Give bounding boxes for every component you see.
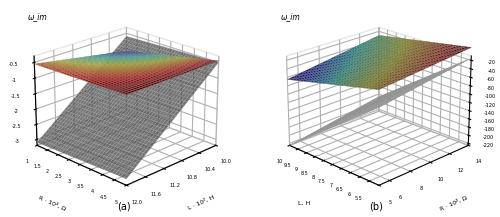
Y-axis label: R · 10², Ω: R · 10², Ω — [38, 195, 66, 211]
X-axis label: L, H: L, H — [298, 201, 310, 205]
Y-axis label: R · 10², Ω: R · 10², Ω — [440, 195, 468, 211]
Text: (a): (a) — [117, 202, 130, 212]
X-axis label: L · 10², H: L · 10², H — [187, 195, 216, 211]
Text: (b): (b) — [370, 202, 383, 212]
Text: ω_im: ω_im — [280, 12, 300, 21]
Text: ω_im: ω_im — [28, 12, 48, 21]
